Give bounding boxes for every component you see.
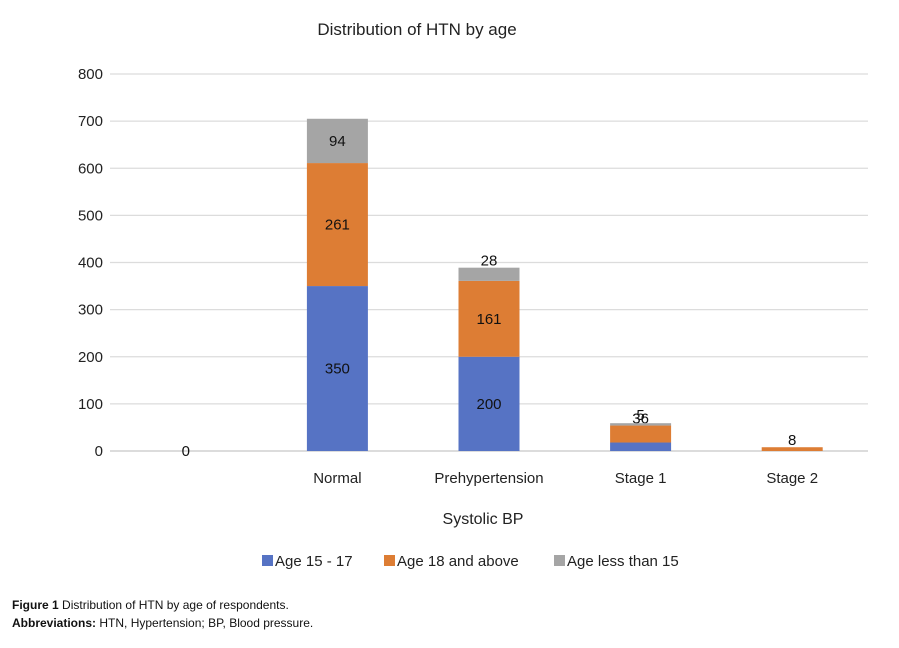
- chart-title: Distribution of HTN by age: [317, 20, 516, 39]
- data-label: 0: [182, 443, 190, 460]
- data-label: 350: [325, 361, 350, 378]
- y-tick-label: 100: [78, 396, 103, 413]
- bar-segment: [610, 425, 672, 443]
- abbreviations-label: Abbreviations:: [12, 616, 97, 630]
- legend-swatch: [554, 555, 565, 566]
- stacked-bar-chart: Distribution of HTN by age 0 100 200 300 400…: [78, 20, 868, 570]
- data-label: 8: [788, 432, 796, 449]
- y-tick-label: 400: [78, 255, 103, 272]
- data-label: 261: [325, 217, 350, 234]
- y-tick-label: 600: [78, 160, 103, 177]
- legend-label: Age 15 - 17: [275, 553, 353, 570]
- bar-segment: [610, 442, 672, 451]
- legend-item: Age 18 and above: [384, 553, 519, 570]
- figure-caption: Figure 1 Distribution of HTN by age of r…: [12, 598, 289, 612]
- x-tick-label: Stage 1: [615, 470, 667, 487]
- y-tick-label: 200: [78, 349, 103, 366]
- bar-segment: [458, 280, 520, 357]
- x-axis-label: Systolic BP: [443, 511, 524, 528]
- data-label: 161: [476, 311, 501, 328]
- y-tick-label: 800: [78, 66, 103, 83]
- legend-label: Age less than 15: [567, 553, 679, 570]
- bar-segment: [306, 286, 368, 451]
- bar-segment: [458, 356, 520, 451]
- x-tick-label: Normal: [313, 470, 361, 487]
- data-label: 28: [481, 253, 498, 270]
- bar-segment: [306, 118, 368, 164]
- y-tick-label: 500: [78, 207, 103, 224]
- y-tick-label: 700: [78, 113, 103, 130]
- legend-swatch: [262, 555, 273, 566]
- bar-segment: [306, 163, 368, 287]
- data-label: 5: [636, 407, 644, 424]
- legend-label: Age 18 and above: [397, 553, 519, 570]
- figure-text: Distribution of HTN by age of respondent…: [62, 598, 289, 612]
- bar-segment: [458, 267, 520, 281]
- y-tick-label: 0: [95, 443, 103, 460]
- x-tick-label: Prehypertension: [434, 470, 543, 487]
- bar-segment: [610, 423, 672, 426]
- data-label: 200: [476, 396, 501, 413]
- legend-item: Age less than 15: [554, 553, 679, 570]
- abbreviations-line: Abbreviations: HTN, Hypertension; BP, Bl…: [12, 616, 313, 630]
- y-tick-label: 300: [78, 302, 103, 319]
- figure-label: Figure 1: [12, 598, 59, 612]
- x-tick-label: Stage 2: [766, 470, 818, 487]
- data-label: 94: [329, 133, 346, 150]
- legend-item: Age 15 - 17: [262, 553, 353, 570]
- bar-segment: [761, 447, 823, 451]
- abbreviations-text: HTN, Hypertension; BP, Blood pressure.: [99, 616, 314, 630]
- legend-swatch: [384, 555, 395, 566]
